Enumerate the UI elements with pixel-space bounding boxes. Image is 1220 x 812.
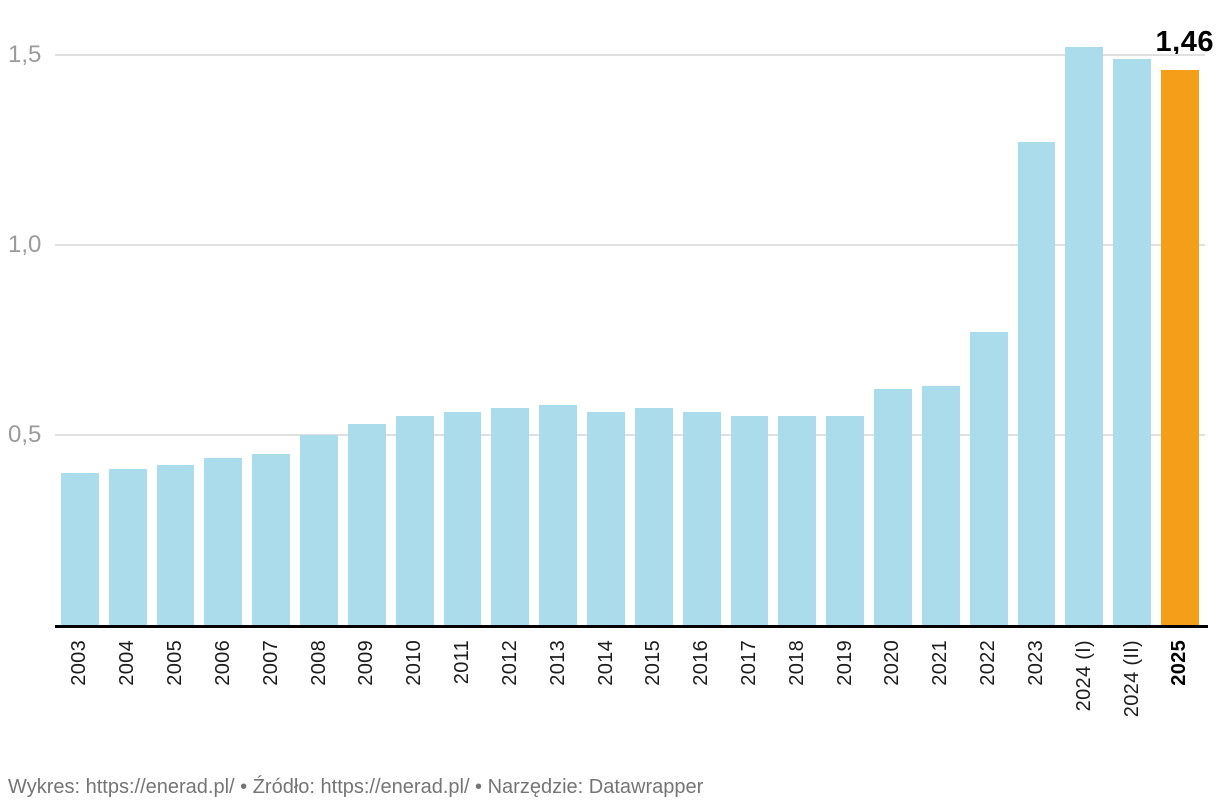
x-tick-label: 2022 — [977, 640, 1000, 686]
x-label-cell: 2015 — [635, 640, 673, 765]
x-tick-label: 2014 — [594, 640, 617, 686]
x-label-cell: 2004 — [109, 640, 147, 765]
bar — [61, 473, 99, 625]
x-label-cell: 2024 (I) — [1065, 640, 1103, 765]
x-label-cell: 2005 — [157, 640, 195, 765]
bars-container — [55, 47, 1205, 625]
gridline — [55, 54, 1205, 56]
x-tick-label: 2010 — [403, 640, 426, 686]
x-label-cell: 2013 — [539, 640, 577, 765]
bar — [634, 408, 673, 625]
bar — [156, 465, 195, 625]
bar — [1113, 58, 1152, 625]
x-tick-label: 2021 — [929, 640, 952, 686]
x-axis-labels: 2003 2004 2005 2006 2007 2008 2009 2010 2011 2012… — [55, 640, 1205, 765]
x-tick-label: 2019 — [833, 640, 856, 686]
x-tick-label: 2013 — [546, 640, 569, 686]
footer-link[interactable]: Datawrapper — [588, 776, 704, 798]
x-label-cell: 2019 — [826, 640, 864, 765]
x-label-cell: 2006 — [204, 640, 242, 765]
x-tick-label: 2024 (I) — [1072, 640, 1095, 712]
x-tick-label: 2007 — [259, 640, 282, 686]
x-label-cell: 2018 — [778, 640, 816, 765]
bar — [874, 389, 912, 625]
footer-text: Wykres: — [8, 776, 86, 798]
x-label-cell: 2003 — [61, 640, 99, 765]
bar — [300, 435, 338, 625]
bar — [587, 412, 625, 625]
bar — [252, 454, 291, 625]
x-tick-label: 2012 — [498, 640, 521, 686]
x-tick-label: 2018 — [785, 640, 808, 686]
x-label-cell: 2021 — [922, 640, 960, 765]
gridline — [55, 244, 1205, 246]
x-tick-label: 2023 — [1024, 640, 1047, 686]
x-tick-label: 2003 — [68, 640, 91, 686]
bar — [347, 423, 386, 625]
chart-footer: Wykres: https://enerad.pl/ • Źródło: htt… — [8, 774, 703, 800]
footer-link[interactable]: https://enerad.pl/ — [85, 776, 235, 798]
x-tick-label: 2024 (II) — [1120, 640, 1143, 718]
x-label-cell: 2023 — [1018, 640, 1056, 765]
y-tick-label: 1,0 — [8, 231, 42, 258]
x-label-cell: 2024 (II) — [1113, 640, 1151, 765]
bar-highlight — [1161, 70, 1199, 625]
bar — [395, 416, 434, 625]
bar — [491, 408, 530, 625]
x-tick-label: 2017 — [738, 640, 760, 686]
x-label-cell: 2007 — [252, 640, 290, 765]
gridline — [55, 434, 1205, 436]
bar — [921, 385, 960, 625]
x-tick-label: 2006 — [211, 640, 234, 686]
bar — [1017, 142, 1056, 625]
bar — [969, 332, 1008, 625]
x-label-cell: 2011 — [444, 640, 482, 765]
x-label-cell: 2009 — [348, 640, 386, 765]
footer-link[interactable]: https://enerad.pl/ — [320, 776, 470, 798]
bar — [826, 416, 865, 625]
bar — [539, 404, 578, 625]
highlight-value-label: 1,46 — [1155, 26, 1214, 58]
x-tick-label: 2008 — [307, 640, 330, 686]
x-label-cell: 2012 — [491, 640, 529, 765]
x-tick-label: 2005 — [164, 640, 187, 686]
footer-text: • Źródło: — [234, 776, 321, 798]
x-tick-label: 2020 — [881, 640, 904, 686]
plot-area — [55, 47, 1208, 628]
bar — [108, 469, 147, 625]
bar — [682, 412, 721, 625]
x-label-cell: 2008 — [300, 640, 338, 765]
x-tick-label: 2011 — [451, 640, 474, 685]
x-tick-label: 2015 — [642, 640, 665, 686]
bar — [443, 412, 482, 625]
x-label-cell: 2017 — [731, 640, 769, 765]
bar — [730, 416, 769, 625]
footer-text: • Narzędzie: — [469, 776, 589, 798]
y-tick-label: 0,5 — [8, 421, 42, 448]
x-label-cell: 2016 — [683, 640, 721, 765]
bar — [1065, 47, 1104, 625]
x-label-cell: 2025 — [1161, 640, 1199, 765]
x-label-cell: 2010 — [396, 640, 434, 765]
x-tick-label: 2009 — [355, 640, 378, 686]
x-tick-label: 2025 — [1168, 640, 1191, 686]
bar — [204, 457, 243, 625]
x-tick-label: 2016 — [690, 640, 713, 686]
x-tick-label: 2004 — [116, 640, 139, 686]
y-tick-label: 1,5 — [8, 41, 42, 68]
bar — [778, 416, 817, 625]
x-axis-line — [55, 625, 1208, 628]
x-label-cell: 2020 — [874, 640, 912, 765]
x-label-cell: 2022 — [970, 640, 1008, 765]
x-label-cell: 2014 — [587, 640, 625, 765]
